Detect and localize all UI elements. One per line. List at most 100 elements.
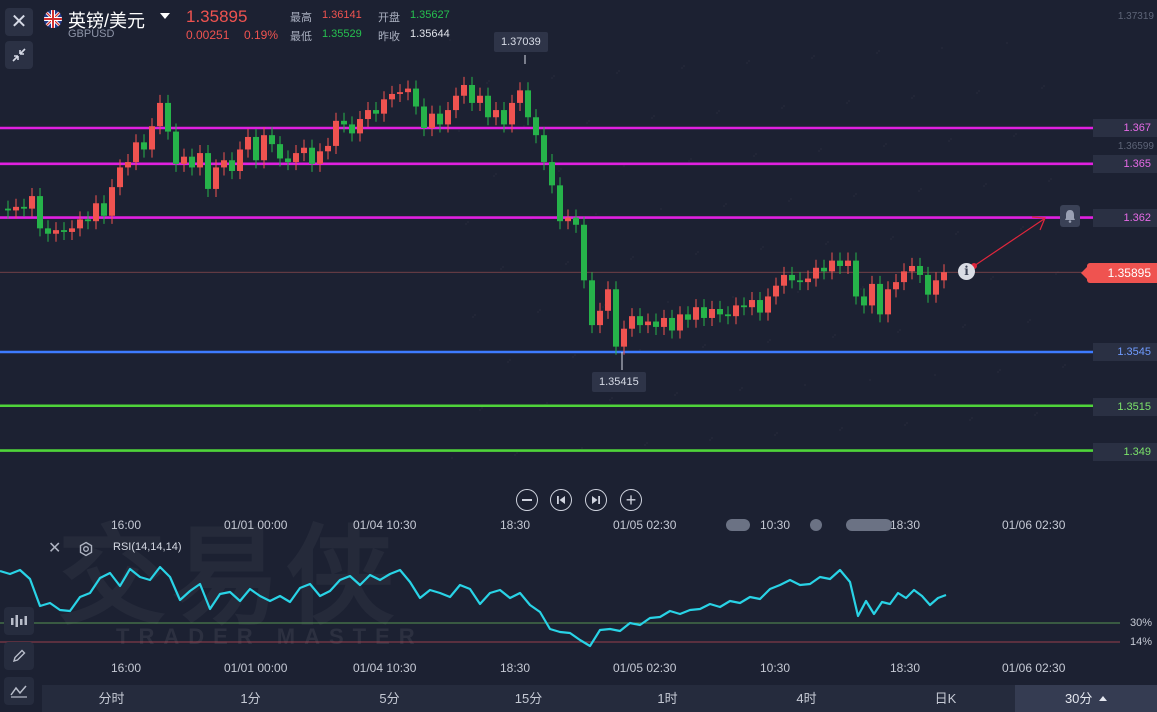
- rsi-close-button[interactable]: ✕: [48, 541, 61, 557]
- map-dot: [964, 324, 966, 326]
- candle-body: [581, 224, 587, 281]
- draw-tool-button[interactable]: [4, 642, 34, 670]
- rsi-label: RSI(14,14,14): [113, 541, 182, 553]
- map-dot: [971, 417, 973, 419]
- candle-body: [269, 135, 275, 145]
- candle-body: [701, 307, 707, 318]
- candle-body: [477, 95, 483, 103]
- map-dot: [753, 155, 755, 157]
- close-chart-button[interactable]: ✕: [5, 8, 33, 36]
- map-dot: [1029, 319, 1031, 321]
- timeframe-tabbar: [42, 685, 1157, 712]
- candle-body: [845, 260, 851, 266]
- info-icon[interactable]: i: [958, 263, 975, 280]
- close-icon: ✕: [10, 11, 28, 33]
- map-dot: [514, 454, 516, 456]
- map-dot: [820, 148, 822, 150]
- candle-body: [253, 136, 259, 161]
- map-dot: [748, 60, 750, 62]
- tab-daily[interactable]: 日K: [934, 691, 957, 706]
- map-dot: [574, 354, 576, 356]
- candle-body: [141, 142, 147, 150]
- analysis-button[interactable]: [4, 677, 34, 705]
- tab-timeline[interactable]: 分时: [98, 691, 125, 706]
- rsi-settings-button[interactable]: [78, 541, 94, 562]
- candle-body: [861, 296, 867, 306]
- level-label-1362: 1.362: [1093, 209, 1157, 227]
- tab-30min[interactable]: 30分: [1015, 685, 1157, 712]
- candle-body: [133, 142, 139, 163]
- bell-icon[interactable]: [1060, 205, 1080, 227]
- indicator-button[interactable]: [4, 607, 34, 635]
- pair-dropdown-icon[interactable]: [160, 13, 170, 19]
- tab-5min[interactable]: 5分: [379, 691, 400, 706]
- zoom-out-button[interactable]: [516, 489, 538, 511]
- map-dot: [774, 434, 776, 436]
- map-dot: [825, 243, 827, 245]
- candle-body: [61, 230, 67, 232]
- candle-body: [509, 102, 515, 125]
- candle-body: [933, 280, 939, 295]
- map-dot: [899, 329, 901, 331]
- pencil-icon: [12, 649, 26, 663]
- candle-body: [453, 95, 459, 111]
- candle-body: [21, 206, 27, 209]
- zoom-in-button[interactable]: +: [620, 489, 642, 511]
- map-dot: [904, 424, 906, 426]
- candle-body: [85, 219, 91, 222]
- map-dot: [846, 102, 848, 104]
- map-dot: [832, 336, 834, 338]
- candle-body: [77, 219, 83, 229]
- jump-start-button[interactable]: [550, 489, 572, 511]
- candle-body: [869, 283, 875, 306]
- event-marker[interactable]: [726, 519, 750, 531]
- tab-1min[interactable]: 1分: [240, 691, 261, 706]
- candle-body: [805, 278, 811, 283]
- tab-4hour[interactable]: 4时: [796, 691, 817, 706]
- candle-body: [309, 147, 315, 164]
- map-dot: [567, 261, 569, 263]
- map-dot: [660, 208, 662, 210]
- map-dot: [978, 90, 980, 92]
- candle-body: [277, 144, 283, 159]
- candle-body: [69, 228, 75, 232]
- time-label-rsi: 18:30: [500, 661, 531, 675]
- candle-body: [677, 314, 683, 331]
- candle-body: [181, 156, 187, 164]
- candle-body: [565, 217, 571, 222]
- time-label-rsi: 18:30: [890, 661, 921, 675]
- event-marker[interactable]: [810, 519, 822, 531]
- level-label-13515: 1.3515: [1093, 398, 1157, 416]
- candle-body: [213, 167, 219, 189]
- jump-end-button[interactable]: [585, 489, 607, 511]
- candle-body: [613, 289, 619, 347]
- candle-body: [693, 307, 699, 320]
- map-dot: [646, 442, 648, 444]
- tab-1hour[interactable]: 1时: [657, 691, 678, 706]
- low-value: 1.35529: [322, 28, 362, 40]
- candle-body: [653, 321, 659, 327]
- candle-body: [661, 317, 667, 327]
- candle-body: [557, 185, 563, 222]
- candle-body: [53, 230, 59, 234]
- map-dot: [1013, 135, 1015, 137]
- map-dot: [651, 117, 653, 119]
- skip-back-icon: [557, 496, 565, 504]
- map-dot: [704, 344, 706, 346]
- pair-symbol: GBPUSD: [68, 28, 115, 40]
- candle-body: [245, 136, 251, 150]
- candle-body: [685, 314, 691, 320]
- map-dot: [560, 168, 562, 170]
- collapse-button[interactable]: [5, 41, 33, 69]
- map-dot: [878, 50, 880, 52]
- candle-body: [605, 289, 611, 311]
- open-label: 开盘: [378, 12, 400, 24]
- high-label: 最高: [290, 12, 312, 24]
- pair-title[interactable]: 英镑/美元: [68, 11, 146, 31]
- map-dot: [997, 371, 999, 373]
- tab-15min[interactable]: 15分: [514, 691, 543, 706]
- event-marker[interactable]: [846, 519, 892, 531]
- candle-body: [485, 95, 491, 118]
- map-dot: [502, 266, 504, 268]
